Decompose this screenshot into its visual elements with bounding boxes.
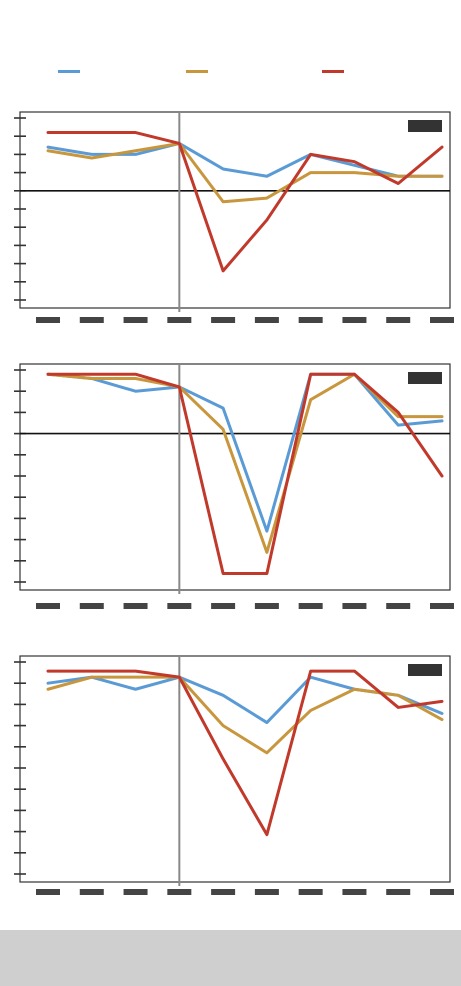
x-tick-label [167, 889, 192, 895]
source-text [0, 930, 461, 942]
x-tick-label [79, 317, 104, 323]
plot-frame [19, 363, 451, 591]
x-tick-label [386, 889, 411, 895]
series-line-3 [46, 131, 444, 273]
x-tick-label [167, 317, 192, 323]
x-tick-label [123, 889, 148, 895]
x-tick-label [298, 889, 323, 895]
x-tick-label [386, 603, 411, 609]
x-tick-label [430, 603, 454, 609]
legend-swatch-2 [186, 69, 208, 73]
x-tick-label [254, 603, 279, 609]
panel-1-chart [14, 111, 454, 323]
x-tick-label [298, 317, 323, 323]
series-line-1 [46, 372, 444, 533]
x-tick-label [298, 603, 323, 609]
series-line-3 [46, 372, 444, 576]
x-tick-label [254, 889, 279, 895]
series-line-3 [46, 669, 444, 837]
x-tick-label [342, 317, 367, 323]
x-tick-label [123, 603, 148, 609]
x-tick-label [211, 603, 236, 609]
x-tick-label [430, 317, 454, 323]
series-line-2 [46, 372, 444, 554]
x-tick-label [254, 317, 279, 323]
panel-3-chart [14, 655, 454, 895]
legend-item-3 [322, 64, 348, 80]
x-tick-label [36, 317, 60, 323]
legend-item-1 [58, 64, 84, 80]
series-line-2 [46, 141, 444, 204]
legend-swatch-3 [322, 69, 344, 73]
x-tick-label [167, 603, 192, 609]
panel-badge [408, 372, 442, 384]
x-tick-label [123, 317, 148, 323]
x-tick-label [342, 889, 367, 895]
plot-frame [19, 655, 451, 883]
series-line-1 [46, 675, 444, 725]
panel-badge [408, 664, 442, 676]
legend-swatch-1 [58, 69, 80, 73]
x-tick-label [211, 317, 236, 323]
x-tick-label [36, 889, 60, 895]
plot-frame [19, 111, 451, 309]
x-tick-label [211, 889, 236, 895]
source-box [0, 930, 461, 986]
legend-item-2 [186, 64, 212, 80]
x-tick-label [79, 889, 104, 895]
series-line-1 [46, 141, 444, 178]
x-tick-label [342, 603, 367, 609]
x-tick-label [36, 603, 60, 609]
panel-2-chart [14, 363, 454, 609]
series-line-2 [46, 675, 444, 755]
x-tick-label [430, 889, 454, 895]
x-tick-label [79, 603, 104, 609]
x-tick-label [386, 317, 411, 323]
panel-badge [408, 120, 442, 132]
legend [0, 64, 461, 80]
